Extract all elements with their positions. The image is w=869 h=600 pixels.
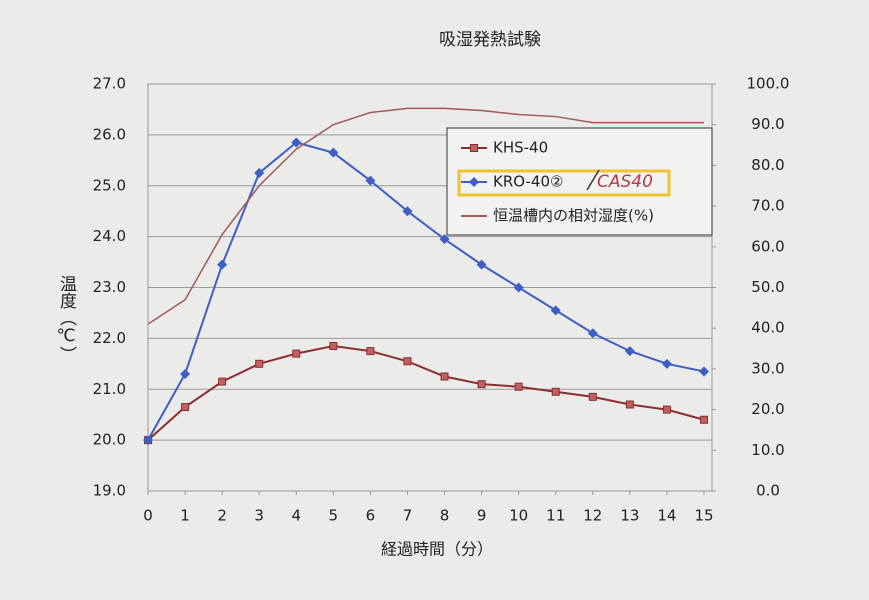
y2-tick-label: 70.0 bbox=[751, 197, 784, 215]
marker bbox=[550, 305, 561, 316]
marker bbox=[218, 377, 227, 386]
marker bbox=[588, 392, 597, 401]
y2-tick-label: 0.0 bbox=[756, 482, 780, 500]
marker bbox=[292, 349, 301, 358]
x-tick-label: 10 bbox=[509, 507, 528, 525]
y-tick-label: 23.0 bbox=[93, 278, 126, 296]
x-tick-label: 4 bbox=[291, 507, 301, 525]
marker bbox=[514, 382, 523, 391]
x-tick-label: 7 bbox=[403, 507, 413, 525]
marker bbox=[587, 328, 598, 339]
x-tick-label: 0 bbox=[143, 507, 153, 525]
x-tick-label: 3 bbox=[254, 507, 264, 525]
marker bbox=[699, 366, 709, 377]
marker bbox=[365, 175, 376, 186]
marker bbox=[439, 234, 450, 245]
legend-label: KHS-40 bbox=[493, 139, 548, 157]
y2-tick-label: 30.0 bbox=[751, 359, 784, 377]
y2-tick-label: 20.0 bbox=[751, 400, 784, 418]
y2-tick-label: 90.0 bbox=[751, 115, 784, 133]
y2-tick-label: 80.0 bbox=[751, 156, 784, 174]
marker bbox=[328, 147, 339, 158]
marker bbox=[403, 357, 412, 366]
y2-tick-label: 10.0 bbox=[751, 441, 784, 459]
marker bbox=[662, 405, 671, 414]
y-tick-label: 20.0 bbox=[93, 431, 126, 449]
x-tick-label: 8 bbox=[440, 507, 450, 525]
highlight bbox=[457, 169, 671, 197]
series-line bbox=[147, 141, 705, 441]
marker bbox=[143, 435, 153, 446]
marker bbox=[476, 259, 487, 270]
annotation: CAS40 bbox=[597, 172, 653, 192]
marker bbox=[661, 358, 672, 369]
series-line bbox=[147, 344, 705, 441]
x-tick-label: 1 bbox=[180, 507, 190, 525]
y2-tick-label: 50.0 bbox=[751, 278, 784, 296]
x-tick-label: 14 bbox=[657, 507, 676, 525]
y2-tick-label: 60.0 bbox=[751, 237, 784, 255]
y-axis-label: 温度（℃） bbox=[56, 275, 77, 363]
x-tick-label: 2 bbox=[217, 507, 227, 525]
x-tick-label: 5 bbox=[329, 507, 339, 525]
y-tick-label: 24.0 bbox=[93, 227, 126, 245]
marker bbox=[477, 380, 486, 389]
marker bbox=[625, 400, 634, 409]
x-tick-label: 6 bbox=[366, 507, 376, 525]
y-tick-label: 26.0 bbox=[93, 125, 126, 143]
y2-tick-label: 40.0 bbox=[751, 319, 784, 337]
marker bbox=[440, 372, 449, 381]
y-tick-label: 19.0 bbox=[93, 482, 126, 500]
x-tick-label: 9 bbox=[477, 507, 487, 525]
y-tick-label: 21.0 bbox=[93, 380, 126, 398]
y-tick-label: 22.0 bbox=[93, 329, 126, 347]
marker bbox=[624, 346, 635, 357]
y-tick-label: 27.0 bbox=[93, 75, 126, 93]
marker bbox=[700, 415, 708, 424]
chart-title: 吸湿発熱試験 bbox=[439, 30, 541, 50]
marker bbox=[402, 206, 413, 217]
marker bbox=[329, 342, 338, 351]
marker bbox=[366, 347, 375, 356]
x-tick-label: 15 bbox=[694, 507, 713, 525]
marker bbox=[291, 137, 302, 148]
legend-marker bbox=[470, 144, 478, 152]
marker bbox=[513, 282, 524, 293]
legend-label: 恒温槽内の相対湿度(%) bbox=[493, 207, 654, 225]
x-tick-label: 13 bbox=[620, 507, 639, 525]
legend-marker bbox=[469, 177, 479, 187]
strike bbox=[586, 169, 600, 191]
y2-tick-label: 100.0 bbox=[747, 75, 790, 93]
legend-label: KRO-40② bbox=[493, 173, 563, 191]
marker bbox=[255, 359, 264, 368]
marker bbox=[551, 387, 560, 396]
x-axis-label: 経過時間（分） bbox=[381, 540, 493, 559]
x-tick-label: 11 bbox=[546, 507, 565, 525]
x-tick-label: 12 bbox=[583, 507, 602, 525]
marker bbox=[180, 368, 191, 379]
y-tick-label: 25.0 bbox=[93, 176, 126, 194]
marker bbox=[254, 168, 265, 179]
marker bbox=[217, 259, 228, 270]
marker bbox=[181, 403, 190, 412]
series-line bbox=[147, 107, 704, 325]
